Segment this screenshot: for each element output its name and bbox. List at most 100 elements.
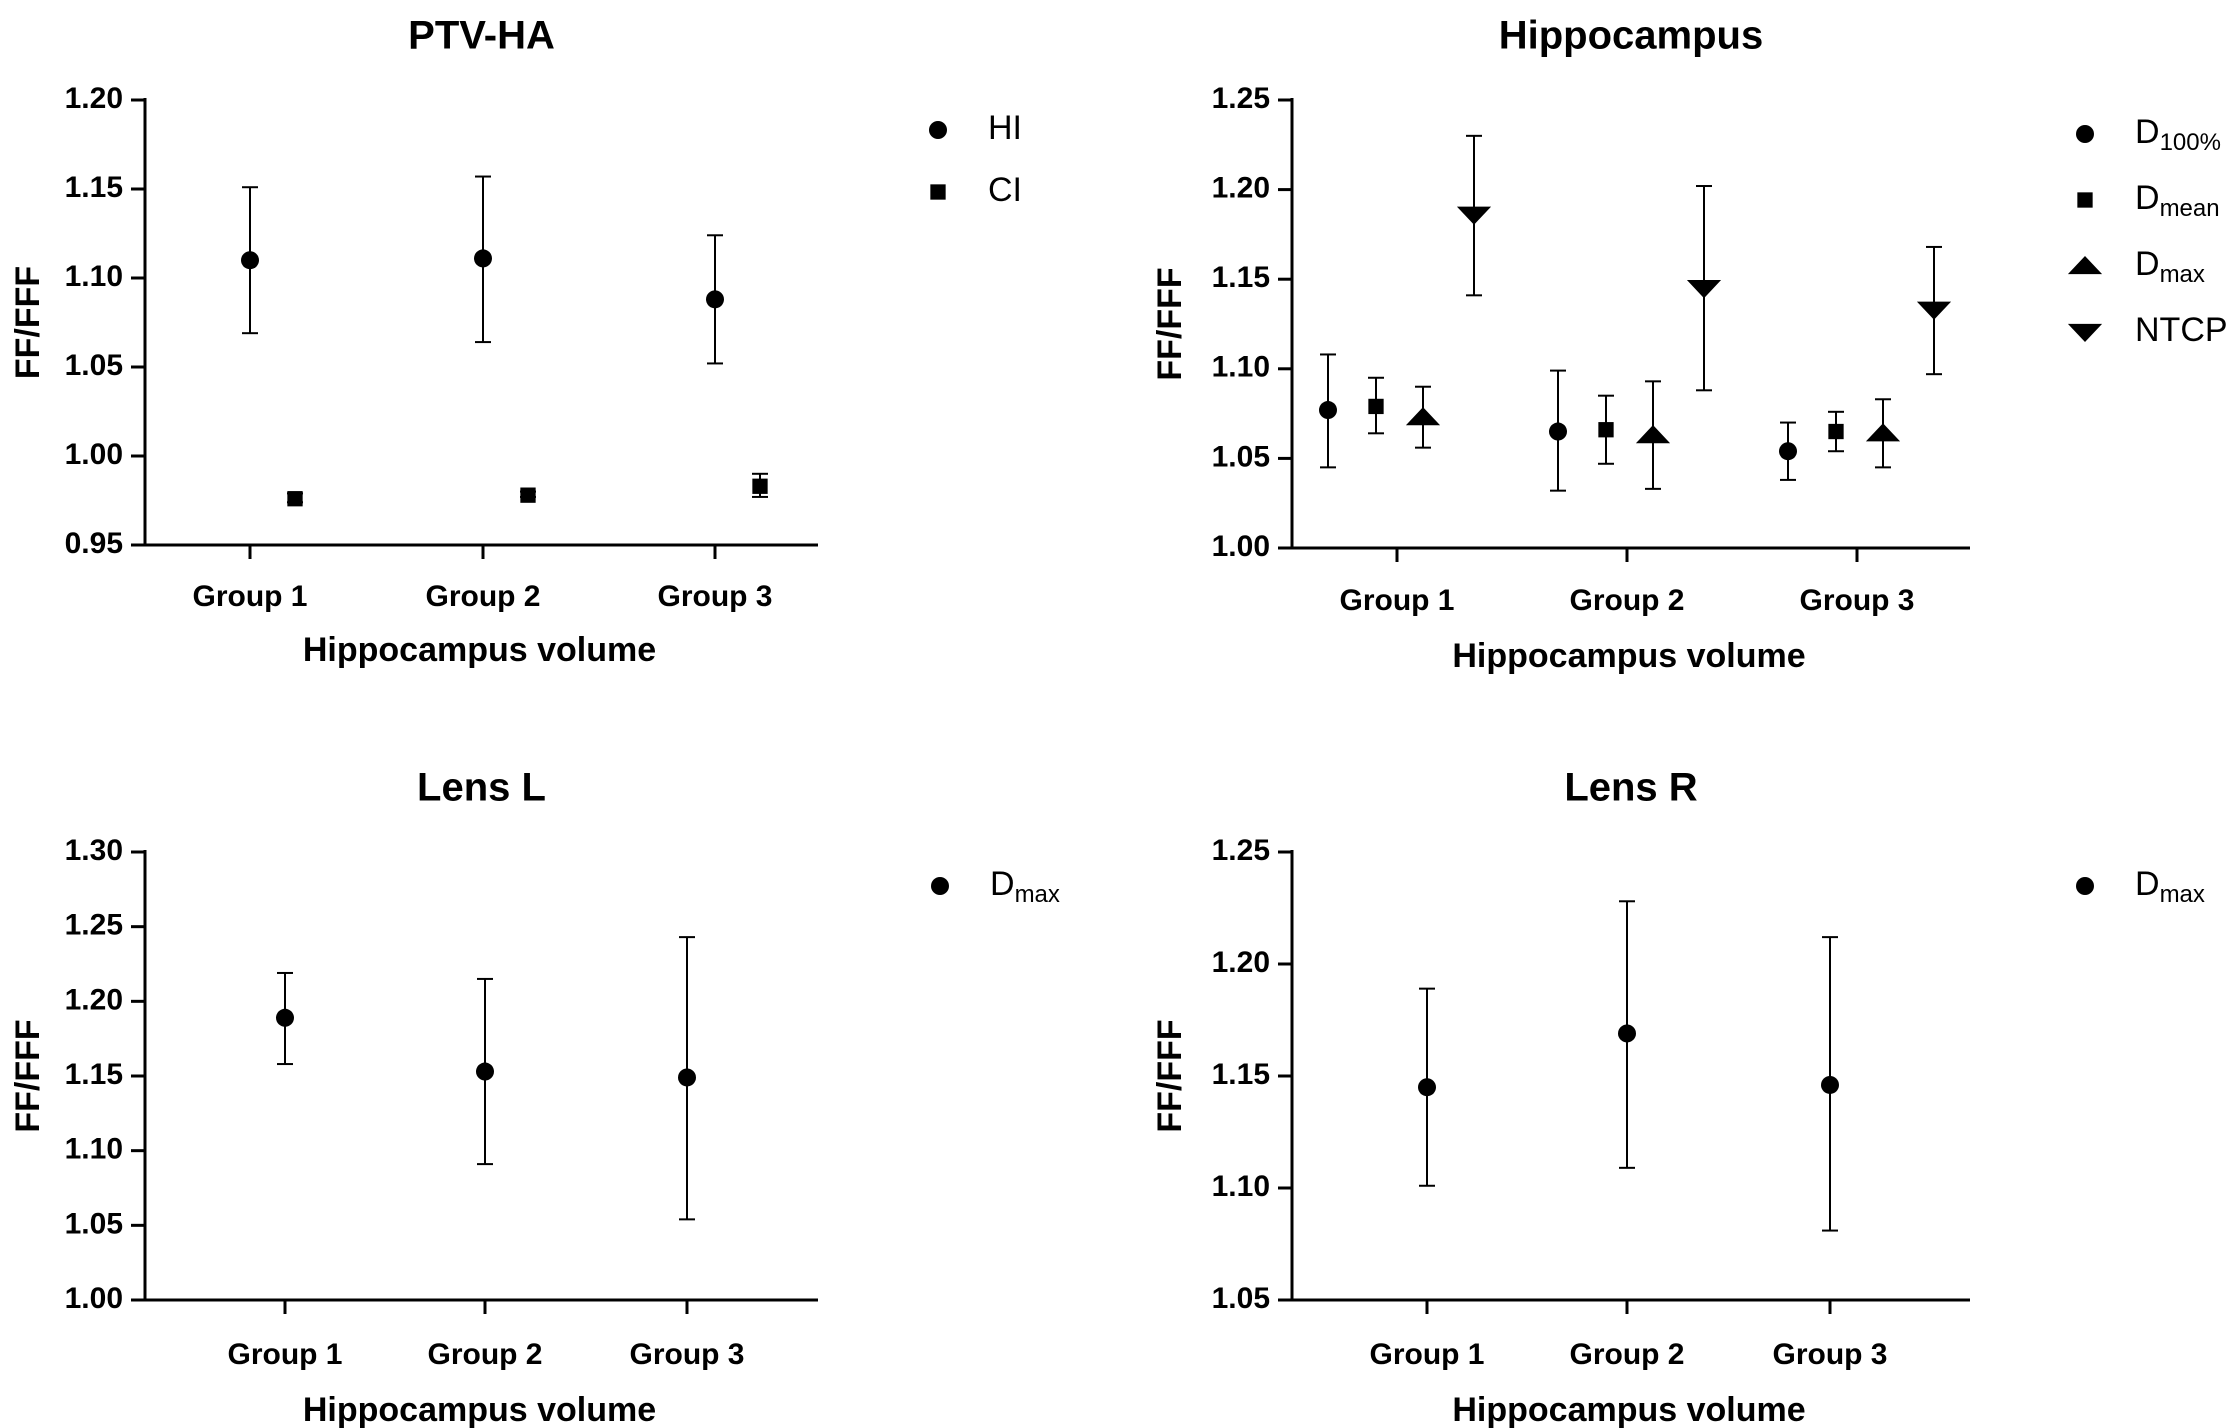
x-tick-label: Group 3 <box>1799 584 1914 617</box>
data-point-triangle-down <box>1686 280 1722 299</box>
y-tick-label: 1.10 <box>65 1133 123 1166</box>
legend-label-subscript: max <box>2160 261 2205 288</box>
data-point-circle <box>1821 1075 1839 1094</box>
y-tick-label: 1.00 <box>65 1282 123 1315</box>
data-point-circle <box>1549 422 1567 441</box>
x-axis-label: Hippocampus volume <box>1452 1391 1805 1428</box>
legend-marker-circle <box>931 877 949 895</box>
legend-label: NTCP <box>2135 311 2228 349</box>
data-point-circle <box>476 1062 494 1081</box>
legend-marker-square <box>2077 192 2093 208</box>
chart-title: PTV-HA <box>408 14 555 58</box>
data-point-triangle-down <box>1456 206 1492 225</box>
legend-marker-circle <box>2076 877 2094 895</box>
chart-panel-2: Hippocampus 1.00 1.05 1.10 1.15 1.20 1.25 Group… <box>1151 14 2228 675</box>
y-tick-label: 1.00 <box>65 438 123 471</box>
series-2 <box>1405 380 1901 490</box>
y-axis-label: FF/FFF <box>1151 267 1189 380</box>
data-point-square <box>287 491 303 507</box>
x-tick-label: Group 2 <box>427 1338 542 1371</box>
legend: Dmax <box>931 865 1060 908</box>
y-tick-label: 1.05 <box>1212 440 1270 473</box>
series-0 <box>1418 900 1839 1232</box>
y-tick-label: 1.20 <box>65 82 123 115</box>
legend-label-main: D <box>2135 113 2160 151</box>
legend-label-main: NTCP <box>2135 311 2228 349</box>
legend: Dmax <box>2076 865 2205 908</box>
data-point-circle <box>678 1068 696 1087</box>
series-3 <box>1456 134 1952 392</box>
legend-label: CI <box>988 171 1022 209</box>
legend-label-main: D <box>2135 865 2160 903</box>
x-axis-label: Hippocampus volume <box>303 1391 656 1428</box>
y-axis-label: FF/FFF <box>9 1019 47 1132</box>
legend: HI CI <box>929 109 1022 209</box>
data-point-circle <box>1418 1078 1436 1097</box>
chart-panel-3: Lens L 1.00 1.05 1.10 1.15 1.20 1.25 1.30 Group … <box>9 766 1060 1428</box>
legend-marker-circle <box>929 121 947 139</box>
y-tick-label: 1.20 <box>65 983 123 1016</box>
y-tick-label: 1.25 <box>1212 834 1270 867</box>
legend-label-subscript: mean <box>2160 195 2220 222</box>
y-axis-label: FF/FFF <box>9 266 47 379</box>
y-tick-label: 1.25 <box>1212 82 1270 115</box>
y-tick-label: 1.10 <box>65 260 123 293</box>
x-tick-label: Group 1 <box>1369 1338 1484 1371</box>
x-axis-label: Hippocampus volume <box>303 631 656 669</box>
x-tick-label: Group 3 <box>657 580 772 613</box>
y-tick-label: 1.20 <box>1212 172 1270 205</box>
series-1 <box>1368 376 1844 465</box>
y-tick-label: 1.05 <box>65 1207 123 1240</box>
y-tick-label: 1.25 <box>65 909 123 942</box>
y-tick-label: 1.15 <box>65 171 123 204</box>
legend-marker-circle <box>2076 125 2094 143</box>
legend-label-main: D <box>2135 245 2160 283</box>
data-point-circle <box>706 290 724 309</box>
legend-label: HI <box>988 109 1022 147</box>
data-point-square <box>1828 423 1844 440</box>
x-tick-label: Group 2 <box>1569 584 1684 617</box>
legend-label: Dmax <box>990 865 1060 908</box>
legend-marker-square <box>930 184 946 200</box>
data-point-circle <box>276 1008 294 1027</box>
y-tick-label: 0.95 <box>65 527 123 560</box>
y-tick-label: 1.05 <box>1212 1282 1270 1315</box>
chart-title: Lens L <box>417 766 546 810</box>
legend-label-main: D <box>990 865 1015 903</box>
y-tick-label: 1.00 <box>1212 530 1270 563</box>
data-point-circle <box>241 251 259 270</box>
y-tick-label: 1.15 <box>1212 261 1270 294</box>
data-point-square <box>752 478 768 494</box>
chart-panel-4: Lens R 1.05 1.10 1.15 1.20 1.25 Group 1 Group 2… <box>1151 766 2205 1428</box>
data-point-circle <box>1618 1024 1636 1043</box>
x-tick-label: Group 2 <box>1569 1338 1684 1371</box>
x-tick-label: Group 1 <box>227 1338 342 1371</box>
x-tick-label: Group 3 <box>629 1338 744 1371</box>
x-tick-label: Group 3 <box>1772 1338 1887 1371</box>
data-point-triangle-up <box>1865 423 1901 442</box>
y-tick-label: 1.10 <box>1212 351 1270 384</box>
y-axis-label: FF/FFF <box>1151 1019 1189 1132</box>
y-tick-label: 1.10 <box>1212 1170 1270 1203</box>
legend-label-main: HI <box>988 109 1022 147</box>
y-tick-label: 1.15 <box>1212 1058 1270 1091</box>
legend-marker-triangle-up <box>2067 255 2103 275</box>
series-1 <box>287 472 768 507</box>
x-axis-label: Hippocampus volume <box>1452 637 1805 675</box>
data-point-circle <box>1319 401 1337 420</box>
data-point-square <box>1368 398 1384 415</box>
y-tick-label: 1.05 <box>65 349 123 382</box>
legend-label: D100% <box>2135 113 2221 156</box>
series-0 <box>241 175 724 365</box>
y-tick-label: 1.30 <box>65 834 123 867</box>
chart-panel-1: PTV-HA 0.95 1.00 1.05 1.10 1.15 1.20 Group 1 Gro… <box>9 14 1022 669</box>
chart-title: Hippocampus <box>1499 14 1763 58</box>
legend-label: Dmean <box>2135 179 2220 222</box>
chart-title: Lens R <box>1564 766 1697 810</box>
legend-label-subscript: max <box>2160 881 2205 908</box>
data-point-square <box>520 487 536 503</box>
y-tick-label: 1.20 <box>1212 946 1270 979</box>
x-tick-label: Group 2 <box>425 580 540 613</box>
